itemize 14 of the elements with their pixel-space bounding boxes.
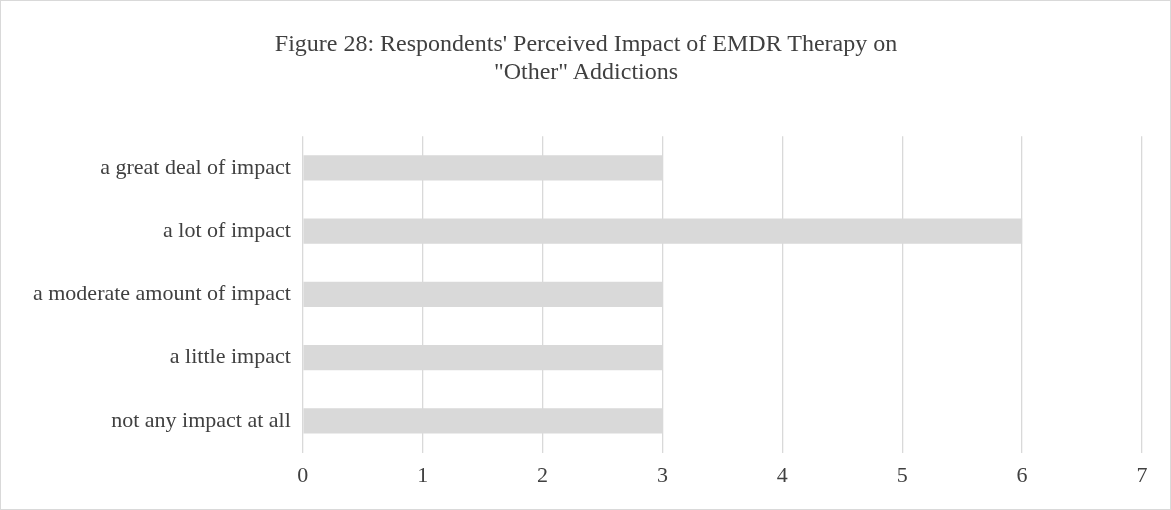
y-tick-label: a lot of impact xyxy=(163,216,291,242)
x-tick-label: 0 xyxy=(297,461,309,487)
x-tick-label: 5 xyxy=(896,461,908,487)
x-tick-label: 2 xyxy=(537,461,549,487)
x-tick-label: 3 xyxy=(656,461,668,487)
x-tick-label: 7 xyxy=(1136,461,1148,487)
y-tick-label: a great deal of impact xyxy=(100,153,291,179)
x-tick-label: 1 xyxy=(417,461,429,487)
y-tick-label: not any impact at all xyxy=(111,406,291,432)
chart-title: Figure 28: Respondents' Perceived Impact of EMDR Therapy on "Other" Addictions xyxy=(273,29,899,85)
x-tick-label: 4 xyxy=(776,461,788,487)
y-tick-label: a moderate amount of impact xyxy=(32,280,291,306)
y-tick-label: a little impact xyxy=(169,343,291,369)
x-tick-label: 6 xyxy=(1016,461,1028,487)
